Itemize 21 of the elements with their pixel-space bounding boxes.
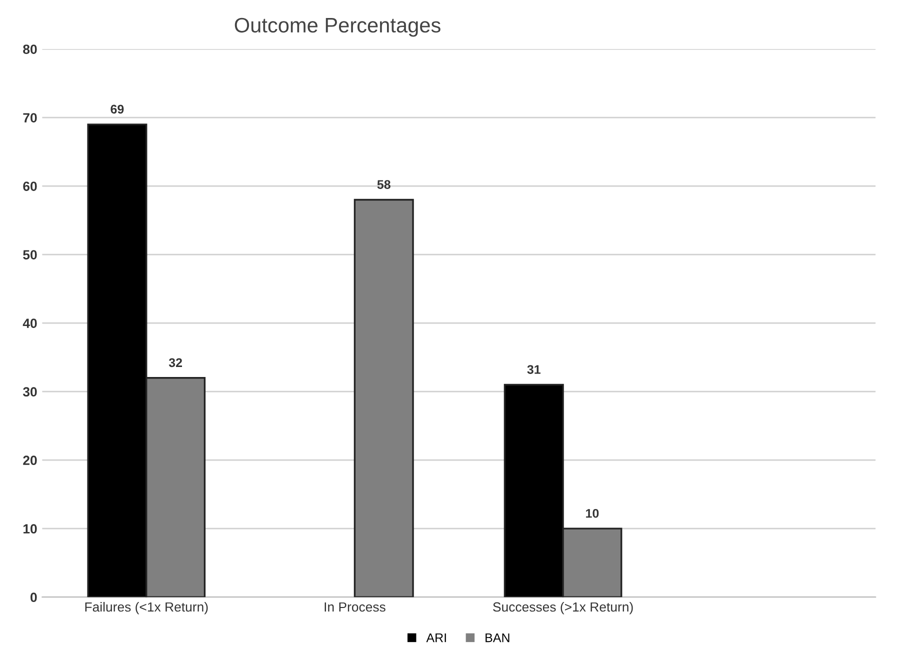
y-tick-label: 30 [22, 387, 37, 397]
data-label: 31 [527, 365, 540, 374]
x-tick-label: Successes (>1x Return) [493, 602, 633, 614]
y-tick-label: 40 [22, 318, 37, 328]
bar [354, 198, 414, 598]
data-label: 69 [110, 104, 124, 114]
x-tick-label: Failures (<1x Return) [85, 602, 208, 614]
y-tick-label: 10 [24, 524, 37, 534]
legend-label: BAN [486, 633, 510, 642]
y-tick-label: 80 [23, 44, 37, 54]
data-label: 58 [377, 180, 390, 189]
y-tick-label: 20 [23, 456, 37, 465]
legend-label: ARI [426, 633, 446, 642]
x-tick-label: In Process [324, 602, 386, 612]
data-label: 10 [586, 508, 599, 518]
chart-title: Outcome Percentages [234, 18, 440, 37]
y-tick-label: 60 [23, 182, 37, 191]
data-label: 32 [168, 358, 182, 368]
y-tick-label: 70 [23, 113, 37, 122]
y-tick-label: 50 [23, 250, 37, 260]
y-tick-label: 0 [30, 592, 37, 602]
